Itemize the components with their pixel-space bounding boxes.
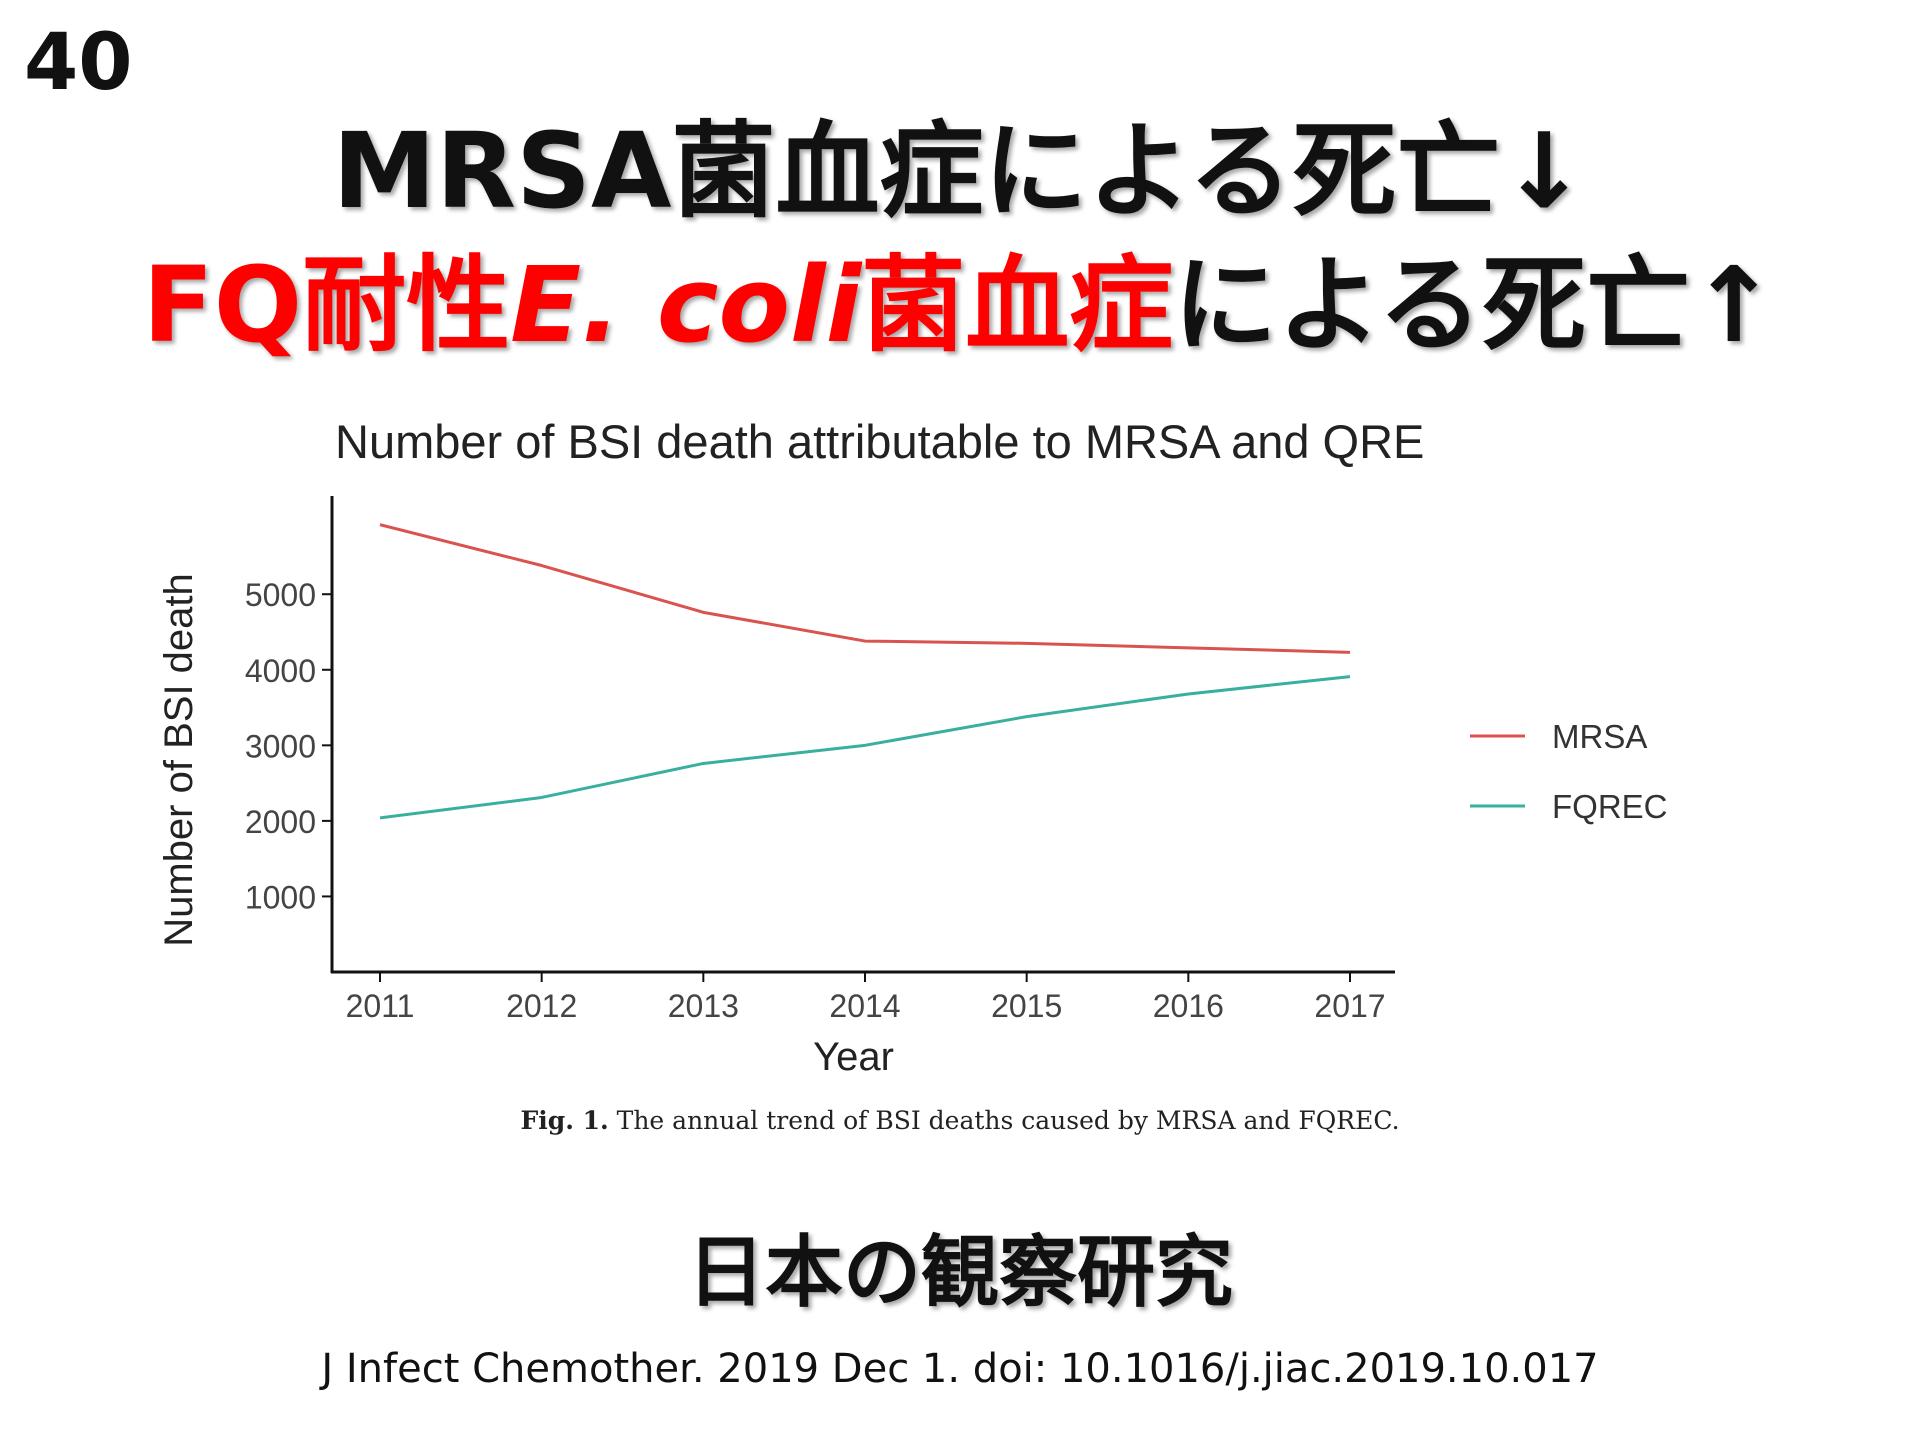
slide-subtitle: 日本の観察研究 <box>686 1228 1233 1318</box>
x-tick-label: 2012 <box>506 988 577 1024</box>
x-tick-label: 2014 <box>829 988 900 1024</box>
series-line-mrsa <box>379 523 1351 654</box>
legend-label-fqrec: FQREC <box>1552 788 1668 825</box>
bsi-death-line-chart: Number of BSI death attributable to MRSA… <box>157 415 1668 1079</box>
y-tick-label: 5000 <box>245 577 316 613</box>
figure-caption: Fig. 1. The annual trend of BSI deaths c… <box>0 1106 1920 1135</box>
slide-title-line1: MRSA菌血症による死亡↓ <box>332 110 1588 232</box>
x-tick-label: 2017 <box>1314 988 1385 1024</box>
x-axis-label: Year <box>813 1035 894 1079</box>
citation: J Infect Chemother. 2019 Dec 1. doi: 10.… <box>321 1346 1599 1392</box>
title-bacteremia: 菌血症 <box>861 244 1174 366</box>
x-tick-label: 2016 <box>1153 988 1224 1024</box>
slide-number: 40 <box>24 18 133 108</box>
series-line-fqrec <box>379 675 1351 820</box>
y-tick-label: 2000 <box>245 804 316 840</box>
y-tick-label: 3000 <box>245 728 316 764</box>
x-tick-label: 2013 <box>668 988 739 1024</box>
y-tick-label: 1000 <box>245 879 316 915</box>
slide-title-line2: FQ耐性E. coli菌血症による死亡↑ <box>0 220 1920 371</box>
chart-axes: 1000 2000 3000 4000 5000 2011 2012 2013 2014 2015… <box>245 496 1395 1024</box>
figure-caption-label: Fig. 1. <box>520 1106 609 1135</box>
y-axis-label: Number of BSI death <box>157 573 201 947</box>
x-tick-label: 2011 <box>346 988 415 1024</box>
x-tick-label: 2015 <box>991 988 1062 1024</box>
title-ecoli: E. coli <box>510 244 862 366</box>
legend-label-mrsa: MRSA <box>1552 718 1647 755</box>
title-death-increase: による死亡↑ <box>1173 244 1778 366</box>
figure-caption-text: The annual trend of BSI deaths caused by… <box>616 1106 1400 1135</box>
chart-series-group <box>379 523 1351 820</box>
chart-title: Number of BSI death attributable to MRSA… <box>335 415 1424 468</box>
title-fq-resistant: FQ耐性 <box>142 244 511 366</box>
chart-legend: MRSA FQREC <box>1470 718 1668 825</box>
y-tick-label: 4000 <box>245 653 316 689</box>
